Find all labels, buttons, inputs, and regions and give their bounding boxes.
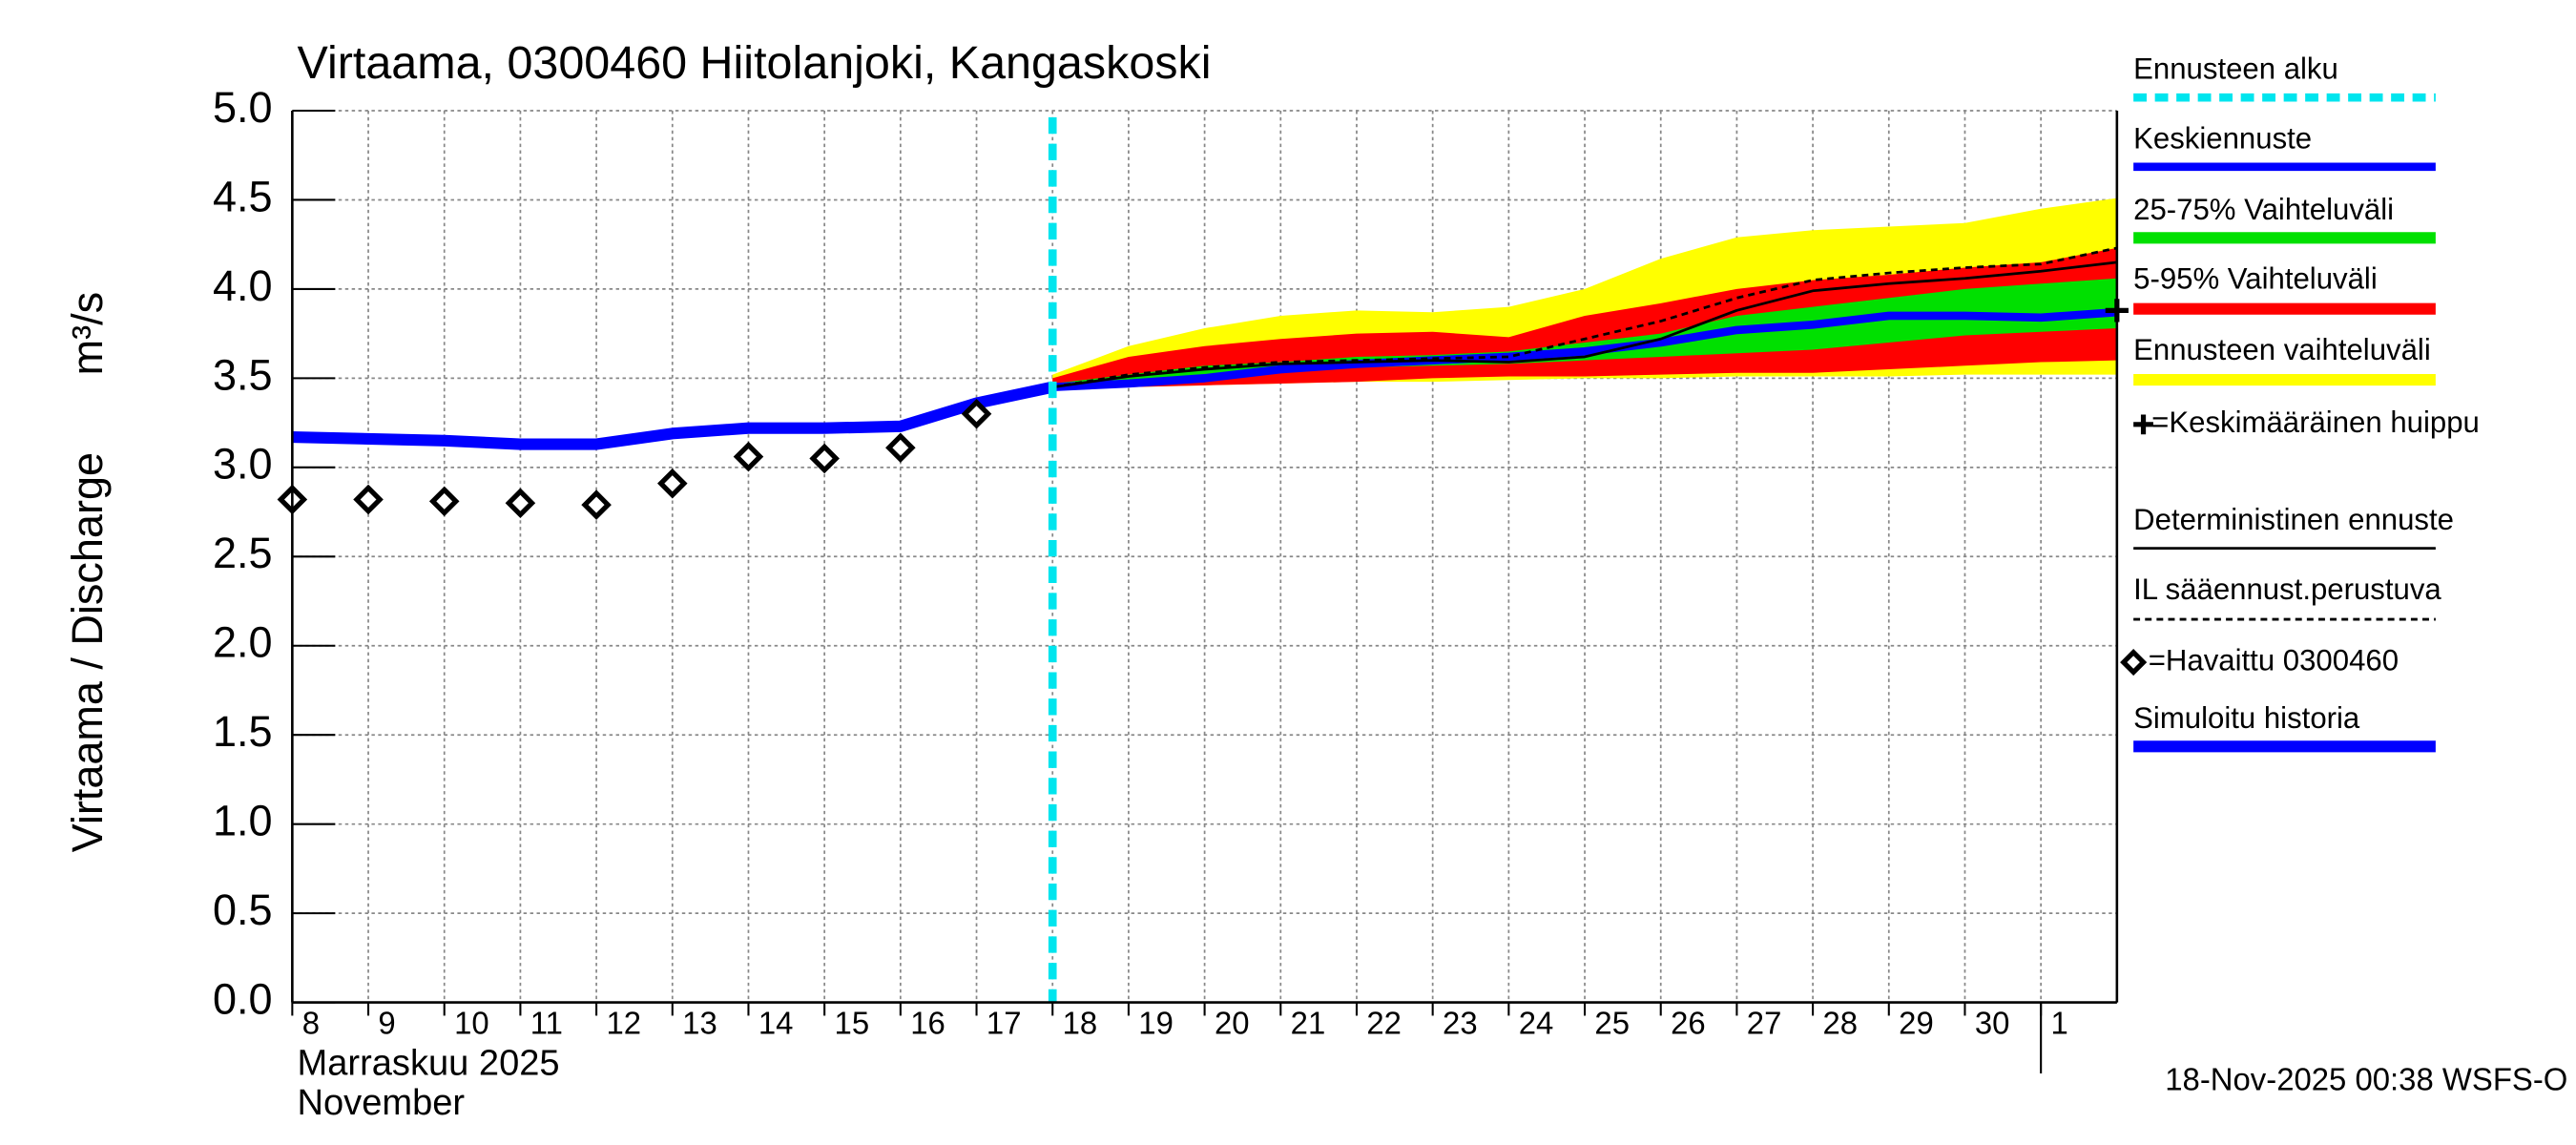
observed-point (656, 468, 688, 499)
x-tick-label: 15 (835, 1006, 870, 1041)
series-line (1051, 246, 2118, 389)
legend-label: Deterministinen ennuste (2133, 503, 2454, 536)
y-tick-label: 0.0 (213, 974, 273, 1023)
legend-label: 5-95% Vaihteluväli (2133, 261, 2378, 295)
x-tick-label: 29 (1899, 1006, 1934, 1041)
x-tick-label: 10 (454, 1006, 489, 1041)
x-tick-label: 25 (1594, 1006, 1630, 1041)
y-tick-label: 2.5 (213, 529, 273, 577)
x-tick-label: 24 (1519, 1006, 1554, 1041)
x-tick-label: 22 (1366, 1006, 1402, 1041)
y-tick-label: 2.0 (213, 618, 273, 667)
legend-label: Ennusteen alku (2133, 52, 2338, 86)
x-tick-label: 26 (1671, 1006, 1706, 1041)
y-tick-label: 1.5 (213, 707, 273, 756)
x-tick-label: 8 (302, 1006, 320, 1041)
x-tick-label: 27 (1747, 1006, 1782, 1041)
legend-label: =Keskimääräinen huippu (2151, 406, 2480, 439)
x-tick-label: 18 (1063, 1006, 1098, 1041)
x-tick-label: 13 (682, 1006, 717, 1041)
observed-point (581, 489, 612, 520)
observed-point (961, 398, 992, 429)
x-tick-label: 19 (1138, 1006, 1174, 1041)
forecast-band (1052, 247, 2117, 387)
y-axis-label: Virtaama / Discharge (63, 452, 112, 852)
x-tick-label: 1 (2051, 1006, 2068, 1041)
x-tick-label: 11 (530, 1006, 563, 1041)
x-tick-label: 14 (758, 1006, 794, 1041)
month-label: Marraskuu 2025 (298, 1043, 560, 1083)
legend-label: IL sääennust.perustuva (2133, 572, 2441, 606)
y-tick-label: 3.5 (213, 350, 273, 399)
legend-symbol (2133, 414, 2153, 435)
y-tick-label: 4.5 (213, 172, 273, 220)
legend-label: Keskiennuste (2133, 121, 2312, 155)
y-tick-label: 5.0 (213, 83, 273, 132)
month-label-en: November (298, 1083, 466, 1123)
x-tick-label: 16 (910, 1006, 945, 1041)
observed-point (353, 484, 384, 515)
y-tick-label: 4.0 (213, 261, 273, 310)
series-line (1052, 307, 2118, 392)
observed-point (505, 488, 536, 519)
x-tick-label: 12 (606, 1006, 641, 1041)
legend-label: =Havaittu 0300460 (2149, 643, 2399, 677)
observed-point (885, 432, 916, 464)
legend-label: Ennusteen vaihteluväli (2133, 333, 2431, 366)
legend-symbol (2120, 649, 2148, 677)
x-tick-label: 28 (1822, 1006, 1858, 1041)
observed-point (733, 441, 764, 472)
observed-point (428, 486, 460, 517)
legend-label: 25-75% Vaihteluväli (2133, 193, 2394, 226)
x-tick-label: 30 (1975, 1006, 2010, 1041)
y-tick-label: 0.5 (213, 885, 273, 934)
series-line (292, 381, 1054, 450)
x-tick-label: 21 (1291, 1006, 1326, 1041)
chart-title: Virtaama, 0300460 Hiitolanjoki, Kangasko… (298, 37, 1212, 89)
legend-label: Simuloitu historia (2133, 701, 2360, 735)
series-line (1052, 260, 2118, 389)
footer: 18-Nov-2025 00:38 WSFS-O (2165, 1061, 2567, 1096)
x-tick-label: 9 (378, 1006, 395, 1041)
x-tick-label: 23 (1443, 1006, 1478, 1041)
x-tick-label: 17 (987, 1006, 1022, 1041)
observed-point (809, 443, 840, 474)
y-tick-label: 1.0 (213, 797, 273, 845)
y-tick-label: 3.0 (213, 440, 273, 489)
forecast-band (1052, 278, 2117, 387)
y-axis-unit: m³/s (63, 292, 112, 375)
x-tick-label: 20 (1215, 1006, 1250, 1041)
